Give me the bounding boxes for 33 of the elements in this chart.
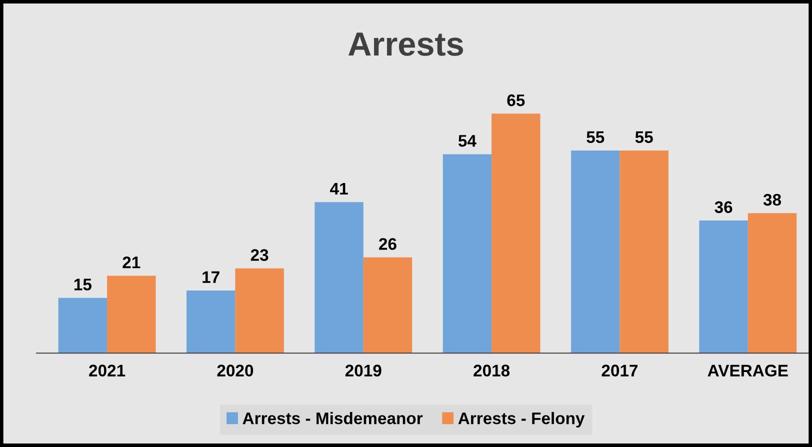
data-label: 21 [122, 256, 140, 268]
data-label: 36 [714, 201, 732, 214]
legend-label: Arrests - Felony [458, 412, 585, 428]
bar [186, 290, 236, 354]
chart-title: Arrests [348, 32, 463, 56]
bar [314, 202, 364, 354]
bar [748, 213, 797, 354]
data-label: 41 [330, 182, 348, 194]
data-label: 15 [74, 278, 92, 290]
x-tick-label: 2018 [474, 364, 510, 376]
data-label: 17 [202, 271, 220, 283]
data-label: 23 [250, 249, 268, 261]
bar [571, 150, 620, 354]
bar [699, 220, 748, 354]
bar [492, 114, 540, 354]
bar [620, 150, 668, 354]
data-label: 55 [586, 131, 604, 144]
x-tick-label: AVERAGE [708, 364, 788, 376]
legend-label: Arrests - Misdemeanor [242, 412, 423, 424]
data-label: 54 [458, 135, 476, 147]
bar [58, 298, 108, 354]
data-label: 26 [379, 238, 396, 250]
bar [442, 154, 492, 354]
x-tick-label: 2017 [602, 364, 638, 376]
bar [363, 257, 412, 354]
x-tick-label: 2019 [345, 364, 382, 376]
bar [235, 268, 284, 354]
data-label: 65 [507, 94, 525, 106]
x-tick-label: 2021 [89, 364, 126, 376]
data-label: 55 [635, 131, 653, 144]
bar [107, 276, 156, 354]
x-tick-label: 2020 [217, 364, 254, 376]
data-label: 38 [763, 194, 782, 206]
